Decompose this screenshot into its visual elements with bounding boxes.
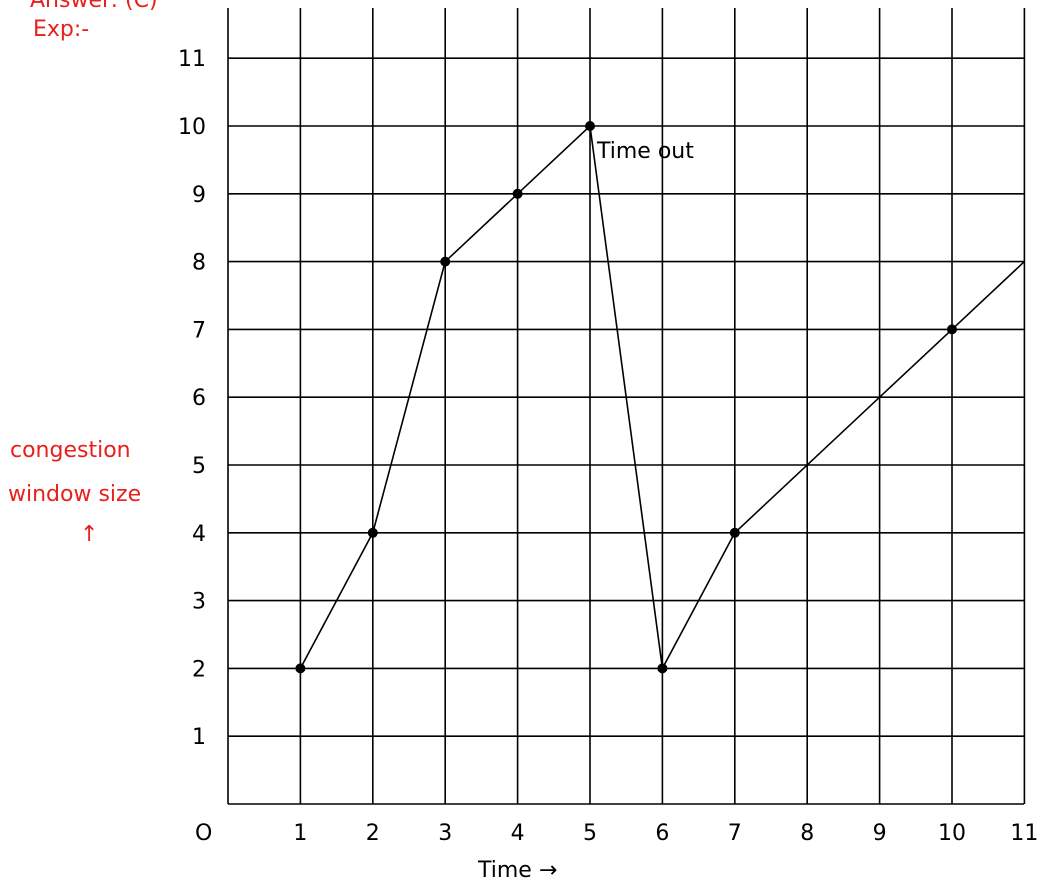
x-tick-1: 1 bbox=[293, 821, 307, 846]
answer-heading: Answer: (C) bbox=[30, 0, 158, 13]
series-line bbox=[299, 125, 1025, 669]
data-point-1 bbox=[295, 663, 306, 674]
series-segment-5 bbox=[589, 125, 664, 669]
x-tick-2: 2 bbox=[366, 821, 380, 846]
annotation-time-out: Time out bbox=[596, 139, 694, 164]
data-point-3 bbox=[440, 256, 451, 267]
y-tick-labels: 1 2 3 4 5 6 7 8 9 10 11 bbox=[178, 47, 206, 750]
x-axis-label: Time → bbox=[477, 858, 557, 883]
y-tick-10: 10 bbox=[178, 115, 206, 140]
data-point-4 bbox=[512, 188, 523, 199]
y-tick-2: 2 bbox=[192, 657, 206, 682]
y-axis-label-arrow: ↑ bbox=[80, 522, 99, 547]
x-tick-8: 8 bbox=[800, 821, 814, 846]
series-segment-1 bbox=[299, 532, 374, 669]
origin-label: O bbox=[195, 821, 212, 846]
data-point-5 bbox=[585, 121, 595, 131]
x-tick-7: 7 bbox=[728, 821, 742, 846]
x-tick-3: 3 bbox=[438, 821, 452, 846]
x-tick-4: 4 bbox=[511, 821, 525, 846]
y-tick-11: 11 bbox=[178, 47, 206, 72]
y-tick-3: 3 bbox=[192, 590, 206, 615]
data-point-6 bbox=[657, 663, 668, 674]
series-segment-8 bbox=[951, 261, 1025, 330]
x-tick-labels: 1 2 3 4 5 6 7 8 9 10 11 bbox=[293, 821, 1038, 846]
x-tick-6: 6 bbox=[655, 821, 669, 846]
x-tick-11: 11 bbox=[1010, 821, 1038, 846]
y-tick-1: 1 bbox=[192, 725, 206, 750]
y-tick-6: 6 bbox=[192, 386, 206, 411]
x-tick-9: 9 bbox=[873, 821, 887, 846]
series-segment-6 bbox=[661, 532, 736, 669]
axes bbox=[227, 8, 1024, 805]
series-segment-7 bbox=[734, 328, 953, 534]
y-tick-8: 8 bbox=[192, 251, 206, 276]
series-segment-2 bbox=[372, 261, 446, 534]
data-points bbox=[295, 121, 957, 674]
y-tick-4: 4 bbox=[192, 522, 206, 547]
series-segment-4 bbox=[517, 125, 591, 195]
data-point-8 bbox=[947, 324, 957, 335]
y-tick-7: 7 bbox=[192, 318, 206, 343]
y-axis-label-line-2: window size bbox=[8, 482, 142, 507]
y-tick-5: 5 bbox=[192, 454, 206, 479]
y-tick-9: 9 bbox=[192, 183, 206, 208]
series-segment-3 bbox=[444, 193, 519, 263]
chart-labels: O Time → Time out bbox=[195, 139, 694, 883]
x-tick-10: 10 bbox=[938, 821, 966, 846]
data-point-2 bbox=[367, 527, 378, 538]
grid-lines bbox=[228, 8, 1026, 804]
exp-heading: Exp:- bbox=[33, 17, 90, 42]
y-axis-label-line-1: congestion bbox=[10, 438, 131, 463]
data-point-7 bbox=[729, 527, 740, 538]
x-tick-5: 5 bbox=[583, 821, 597, 846]
